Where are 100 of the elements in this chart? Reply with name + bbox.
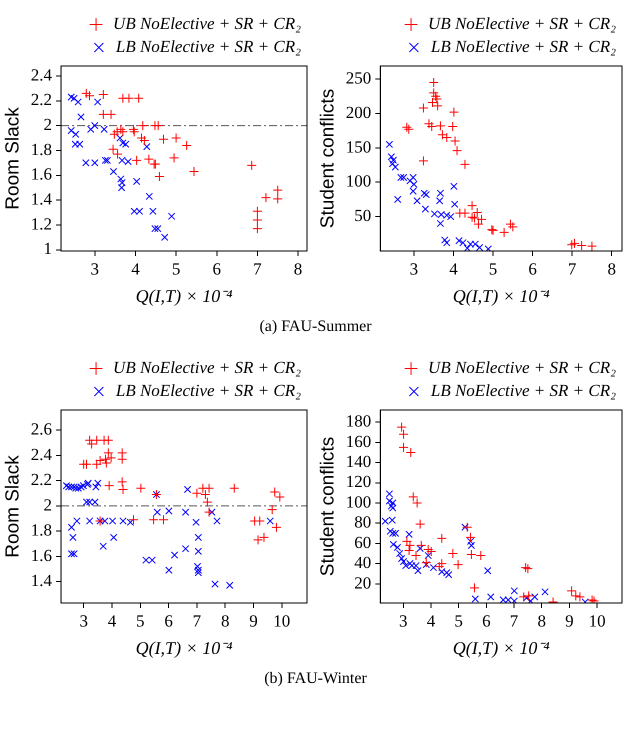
point — [74, 484, 82, 492]
y-tick-label: 2 — [44, 115, 52, 134]
point — [87, 126, 94, 134]
point — [413, 197, 421, 204]
point — [272, 185, 283, 196]
point — [443, 212, 450, 219]
point — [430, 91, 441, 102]
legend-label: LB NoElective + SR + CR₂ — [114, 380, 302, 400]
point — [118, 156, 126, 164]
point — [170, 551, 178, 559]
point — [146, 192, 153, 200]
point — [252, 224, 262, 234]
point — [68, 483, 76, 491]
point — [153, 120, 164, 131]
point — [487, 593, 494, 601]
point — [192, 488, 202, 498]
point — [253, 534, 264, 545]
point — [398, 429, 409, 440]
point — [158, 514, 169, 525]
point — [92, 483, 100, 491]
point — [73, 517, 81, 525]
point — [415, 519, 426, 530]
point — [574, 592, 585, 602]
x-tick-label: 7 — [568, 260, 577, 279]
point — [148, 514, 159, 525]
point — [504, 596, 512, 603]
point — [149, 208, 157, 215]
point — [518, 592, 529, 602]
point — [100, 454, 110, 464]
point — [510, 587, 518, 595]
point — [119, 517, 127, 525]
point — [182, 545, 190, 552]
x-tick-label: 7 — [253, 260, 262, 279]
point — [194, 548, 202, 555]
point — [126, 518, 134, 526]
point — [406, 560, 414, 568]
point — [116, 134, 124, 142]
x-tick-label: 4 — [131, 260, 140, 279]
point — [132, 155, 142, 166]
point — [436, 558, 447, 569]
point — [168, 212, 176, 220]
point — [388, 516, 396, 524]
point — [182, 508, 190, 516]
point — [70, 94, 78, 102]
point — [484, 566, 492, 574]
point — [424, 552, 432, 560]
y-tick-label: 50 — [354, 206, 372, 226]
y-tick-label: 80 — [354, 512, 372, 532]
y-tick-label: 2.2 — [30, 470, 52, 490]
point — [94, 479, 102, 487]
point — [499, 227, 510, 238]
point — [110, 534, 118, 542]
legend-label: LB NoElective + SR + CR₂ — [430, 380, 616, 400]
point — [72, 130, 80, 138]
point — [182, 140, 192, 150]
point — [422, 560, 430, 568]
point — [116, 124, 126, 134]
point — [117, 454, 128, 464]
point — [505, 219, 516, 230]
point — [460, 159, 470, 170]
point — [500, 596, 507, 603]
legend-label: UB NoElective + SR + CR₂ — [113, 14, 302, 33]
point — [438, 568, 446, 576]
point — [397, 174, 405, 182]
x-tick-label: 8 — [607, 260, 616, 279]
y-tick-label: 1 — [44, 239, 52, 258]
legend-label: LB NoElective + SR + CR₂ — [430, 36, 616, 56]
point — [405, 530, 413, 538]
point — [434, 562, 444, 572]
point — [100, 126, 108, 134]
x-tick-label: 9 — [565, 612, 574, 631]
point — [151, 224, 159, 232]
x-tick-label: 3 — [399, 612, 408, 631]
point — [194, 566, 202, 574]
point — [68, 524, 76, 531]
y-tick-label: 120 — [346, 472, 372, 492]
y-tick-label: 1.8 — [30, 520, 52, 540]
x-axis-title: Q(I,T) × 10⁻⁴ — [136, 286, 232, 306]
point — [136, 133, 147, 144]
point — [386, 140, 394, 148]
point — [194, 534, 202, 542]
point — [522, 594, 530, 602]
y-axis-title: Student conflicts — [318, 88, 339, 228]
point — [104, 156, 112, 164]
point — [192, 518, 200, 526]
y-tick-label: 1.2 — [30, 214, 52, 234]
point — [138, 120, 148, 131]
point — [119, 139, 127, 147]
point — [406, 177, 414, 185]
point — [204, 483, 214, 494]
point — [476, 244, 484, 251]
point — [82, 498, 90, 506]
point — [389, 530, 396, 537]
point — [77, 483, 85, 491]
point — [448, 548, 458, 558]
point — [124, 158, 132, 166]
point — [154, 224, 162, 232]
point — [476, 550, 486, 561]
y-tick-label: 60 — [354, 532, 372, 552]
y-axis-title: Room Slack — [2, 454, 24, 558]
